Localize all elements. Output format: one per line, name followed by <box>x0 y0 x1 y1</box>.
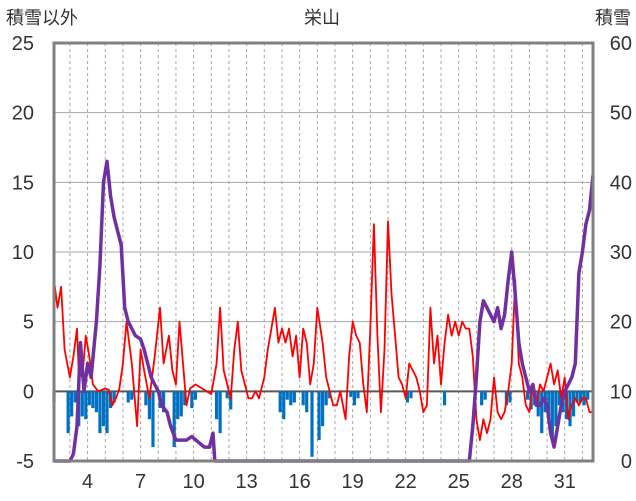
right-tick-label: 60 <box>610 33 632 55</box>
bar <box>508 391 512 403</box>
x-tick-label: 19 <box>342 471 364 493</box>
x-tick-label: 28 <box>501 471 523 493</box>
bar <box>409 391 413 399</box>
bar <box>112 391 116 403</box>
bar <box>91 391 95 409</box>
bar <box>98 391 102 434</box>
right-tick-label: 50 <box>610 103 632 125</box>
x-tick-label: 13 <box>236 471 258 493</box>
bar <box>278 391 282 413</box>
bar <box>586 391 590 400</box>
left-tick-label: -5 <box>16 451 34 473</box>
bar <box>73 391 77 403</box>
left-tick-label: 0 <box>23 381 34 403</box>
bar <box>575 391 579 403</box>
bar <box>190 391 194 409</box>
x-tick-label: 7 <box>135 471 146 493</box>
bar <box>130 391 134 400</box>
x-tick-label: 16 <box>289 471 311 493</box>
bar <box>526 391 530 400</box>
bar <box>571 391 576 417</box>
left-tick-label: 25 <box>12 33 34 55</box>
bar <box>480 391 484 406</box>
bar <box>317 391 321 441</box>
bar <box>94 391 99 413</box>
bar <box>218 391 222 434</box>
bar <box>172 391 176 448</box>
bar <box>352 391 357 406</box>
x-axis-ticks: 4 7 10 13 16 19 22 25 28 31 <box>82 471 576 493</box>
plot-frame <box>52 41 595 463</box>
bar <box>324 391 328 406</box>
bar <box>144 391 148 406</box>
bar <box>126 391 130 403</box>
bar <box>349 391 353 397</box>
left-axis-ticks: 25 20 15 10 5 0 -5 <box>12 33 34 473</box>
bar <box>547 391 551 417</box>
bar <box>161 391 166 413</box>
bar <box>66 391 70 434</box>
x-tick-label: 25 <box>448 471 470 493</box>
bar <box>305 391 309 413</box>
x-tick-label: 22 <box>395 471 417 493</box>
bar <box>282 391 286 420</box>
bar <box>87 391 91 406</box>
bar <box>292 391 296 403</box>
left-tick-label: 15 <box>12 172 34 194</box>
right-tick-label: 30 <box>610 242 632 264</box>
right-tick-label: 40 <box>610 172 632 194</box>
bar <box>550 391 554 441</box>
bar <box>540 391 544 434</box>
bar <box>214 391 219 420</box>
x-tick-label: 31 <box>554 471 576 493</box>
x-tick-label: 4 <box>82 471 93 493</box>
bar <box>285 391 289 400</box>
bar <box>321 391 325 427</box>
red-series-line <box>53 220 593 441</box>
blue-bar-series <box>52 391 590 457</box>
left-tick-label: 5 <box>23 312 34 334</box>
bar <box>80 391 84 417</box>
bar <box>442 391 447 406</box>
chart-title: 栄山 <box>304 8 340 28</box>
bar <box>193 391 197 400</box>
bar <box>405 391 410 403</box>
bar <box>101 391 106 427</box>
left-tick-label: 10 <box>12 242 34 264</box>
bar <box>176 391 180 420</box>
bar <box>579 391 583 403</box>
bar <box>147 391 152 420</box>
right-tick-label: 10 <box>610 381 632 403</box>
bar <box>289 391 293 406</box>
bar <box>84 391 88 420</box>
left-axis-label: 積雪以外 <box>6 8 78 28</box>
right-tick-label: 0 <box>621 451 632 473</box>
bar <box>70 391 74 417</box>
grid-lines <box>54 43 593 461</box>
bar <box>554 391 558 427</box>
bar <box>229 391 233 410</box>
bar <box>183 391 187 406</box>
right-axis-ticks: 60 50 40 30 20 10 0 <box>610 33 632 473</box>
bar <box>225 391 229 399</box>
bar <box>179 391 183 417</box>
bar <box>301 391 305 406</box>
right-tick-label: 20 <box>610 312 632 334</box>
bar <box>105 391 109 434</box>
right-axis-label: 積雪 <box>595 8 631 28</box>
left-tick-label: 20 <box>12 103 34 125</box>
x-tick-label: 10 <box>182 471 204 493</box>
bar <box>151 391 155 448</box>
bar <box>310 391 314 457</box>
bar <box>483 391 487 400</box>
bar <box>557 391 562 406</box>
bar <box>356 391 360 399</box>
